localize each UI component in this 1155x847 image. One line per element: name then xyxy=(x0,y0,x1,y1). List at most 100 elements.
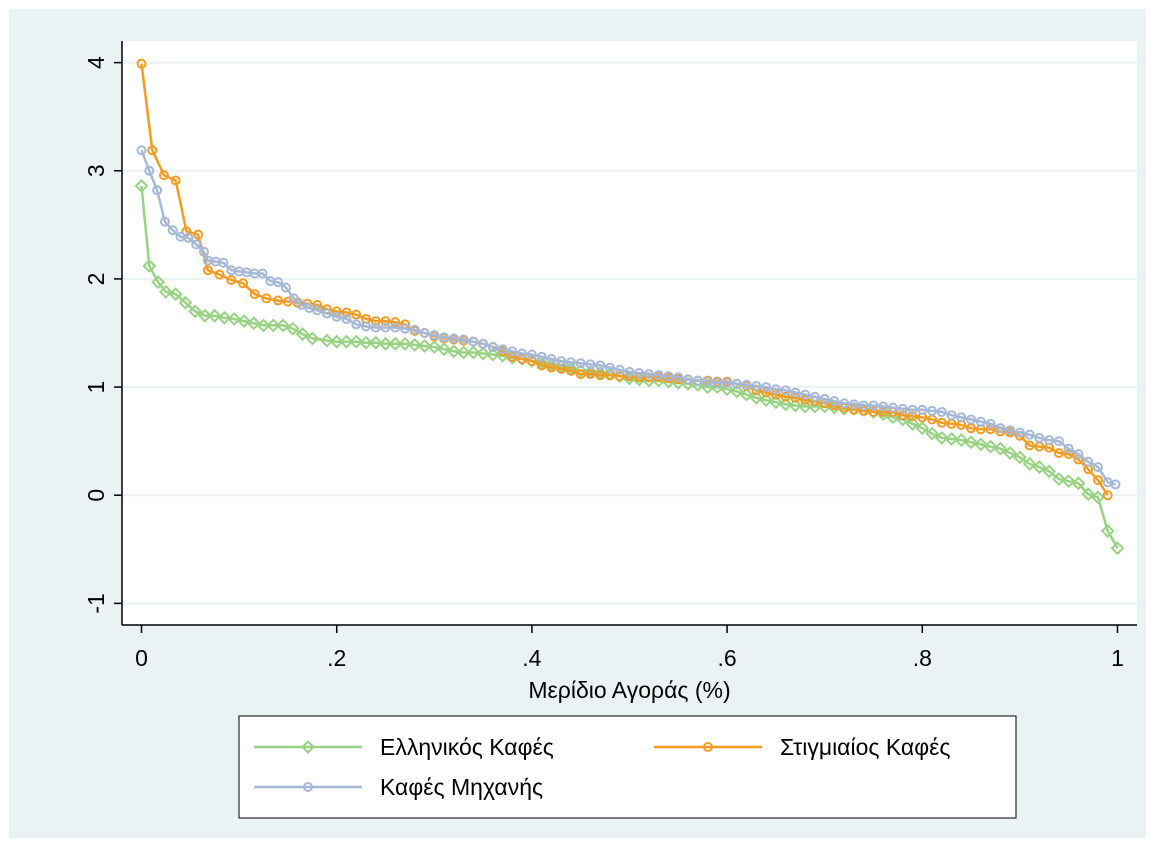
data-point xyxy=(170,175,181,186)
data-point xyxy=(788,398,803,413)
data-point xyxy=(217,310,232,325)
data-point xyxy=(312,299,323,310)
data-point xyxy=(478,338,489,349)
data-point xyxy=(973,437,988,452)
data-point xyxy=(556,356,567,367)
x-tick-label: .2 xyxy=(327,645,346,671)
data-point xyxy=(819,393,830,404)
data-point xyxy=(595,370,606,381)
data-point xyxy=(142,259,157,273)
data-point xyxy=(1092,462,1103,473)
data-point xyxy=(360,321,371,332)
data-point xyxy=(886,410,900,425)
data-point xyxy=(1052,472,1066,486)
data-point xyxy=(1053,448,1064,459)
legend-item-1: Ελληνικός Καφές xyxy=(254,734,554,760)
data-point xyxy=(207,308,222,323)
data-point xyxy=(1024,429,1035,440)
data-point xyxy=(868,406,879,417)
data-point xyxy=(595,360,606,371)
data-point xyxy=(427,340,442,354)
legend-swatch-marker xyxy=(703,742,713,752)
data-point xyxy=(276,318,290,333)
data-point xyxy=(257,268,268,279)
data-point xyxy=(288,293,299,304)
data-point xyxy=(546,353,557,364)
data-point xyxy=(985,418,996,429)
data-point xyxy=(295,327,310,341)
data-point xyxy=(320,333,334,348)
data-point xyxy=(526,349,537,360)
data-point xyxy=(159,216,170,227)
data-point xyxy=(458,334,469,345)
data-point xyxy=(181,226,192,237)
data-point xyxy=(848,404,859,415)
data-point xyxy=(193,229,204,240)
legend-label: Ελληνικός Καφές xyxy=(380,734,554,760)
data-point xyxy=(683,374,694,385)
data-point xyxy=(378,336,393,351)
data-point xyxy=(198,308,212,323)
data-point xyxy=(351,319,362,330)
data-point xyxy=(419,328,430,338)
data-point xyxy=(144,165,155,176)
data-point xyxy=(359,335,373,350)
legend-swatch-marker xyxy=(303,782,313,792)
legend-box xyxy=(238,715,1017,819)
data-point xyxy=(749,390,764,405)
data-point xyxy=(368,335,383,350)
data-point xyxy=(966,414,977,425)
plot-area xyxy=(122,41,1137,625)
data-point xyxy=(339,334,354,349)
data-point xyxy=(341,307,352,318)
data-point xyxy=(829,396,840,407)
data-point xyxy=(878,401,889,412)
data-point xyxy=(1022,456,1037,471)
data-point xyxy=(1024,440,1035,451)
data-point xyxy=(770,384,781,395)
legend-item-3: Καφές Μηχανής xyxy=(254,774,543,800)
data-point xyxy=(214,269,225,280)
data-point xyxy=(331,311,342,322)
data-point xyxy=(261,293,272,304)
y-tick-label: 1 xyxy=(83,381,109,394)
legend-items: Ελληνικός Καφές Στιγμιαίος Καφές Καφές Μηχ… xyxy=(254,734,950,800)
data-point xyxy=(995,423,1006,434)
data-point xyxy=(808,399,822,414)
data-point xyxy=(1042,464,1057,479)
legend-item-2: Στιγμιαίος Καφές xyxy=(654,734,950,760)
data-point xyxy=(964,435,979,450)
data-point xyxy=(536,351,547,362)
data-point xyxy=(800,395,811,406)
data-point xyxy=(370,316,381,327)
data-point xyxy=(944,432,959,446)
data-point xyxy=(1061,474,1076,489)
data-point xyxy=(729,384,744,399)
data-point xyxy=(1032,460,1047,475)
data-point xyxy=(1063,449,1074,460)
data-point xyxy=(761,382,772,393)
data-point xyxy=(1100,523,1115,538)
data-point xyxy=(585,369,596,380)
data-point xyxy=(798,399,813,414)
data-point xyxy=(202,265,213,276)
data-point xyxy=(993,441,1008,456)
data-point xyxy=(790,392,801,403)
data-point xyxy=(858,400,869,411)
data-point xyxy=(390,317,401,328)
data-point xyxy=(329,334,344,349)
x-tick-label: 0 xyxy=(135,645,148,671)
data-point xyxy=(227,312,242,326)
data-point xyxy=(1053,436,1064,447)
data-point xyxy=(868,400,879,411)
legend-label: Στιγμιαίος Καφές xyxy=(780,734,950,760)
data-point xyxy=(700,380,715,394)
data-point xyxy=(437,342,451,357)
data-point xyxy=(985,424,996,435)
axes: -1 0 1 2 3 4 0 .2 .4 .6 .8 1 xyxy=(83,41,1137,671)
series-3 xyxy=(136,145,1121,490)
data-point xyxy=(780,391,791,402)
data-point xyxy=(341,313,352,324)
data-point xyxy=(946,410,957,421)
data-point xyxy=(644,369,655,380)
